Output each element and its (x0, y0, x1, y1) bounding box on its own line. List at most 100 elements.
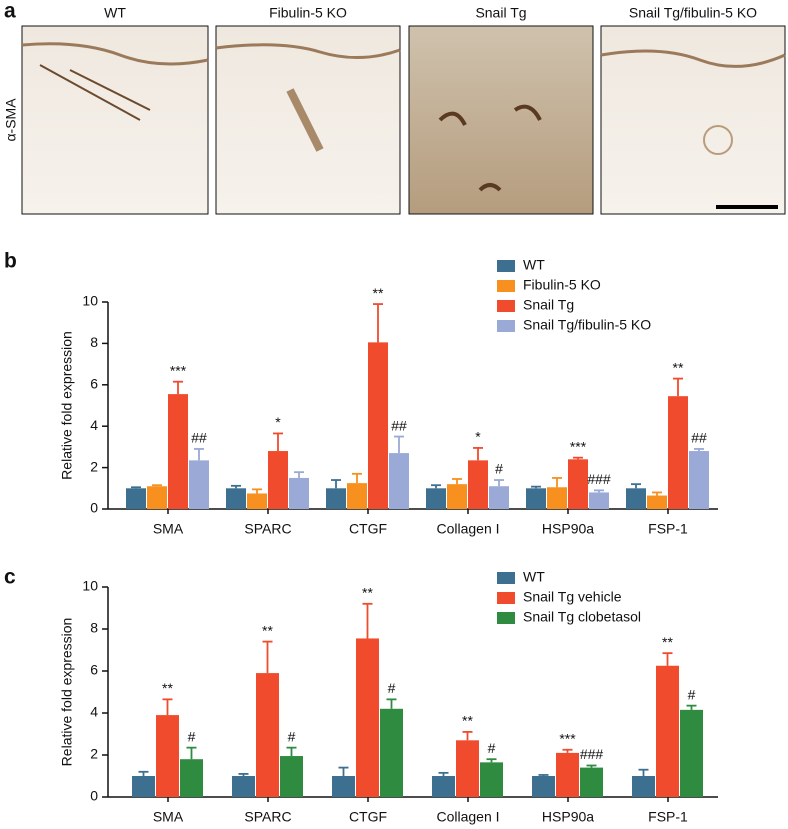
error-bar (486, 758, 497, 763)
error-bar (162, 698, 173, 716)
error-bar (252, 488, 262, 494)
bar (147, 486, 167, 509)
bar (568, 459, 588, 509)
significance-label: ** (362, 585, 373, 601)
y-tick-label: 0 (90, 788, 98, 804)
bar (480, 762, 503, 797)
micrograph (600, 25, 786, 215)
micrograph (21, 25, 209, 215)
bar (432, 776, 455, 797)
legend-swatch (497, 300, 515, 312)
bar (426, 488, 446, 509)
bar (189, 460, 209, 509)
significance-label: * (475, 429, 481, 445)
error-bar (686, 704, 697, 710)
error-bar (373, 303, 383, 343)
x-tick-label: CTGF (349, 521, 387, 537)
error-bar (331, 479, 341, 489)
error-bar (562, 748, 573, 753)
y-tick-label: 2 (90, 458, 98, 474)
error-bar (338, 766, 349, 776)
y-tick-label: 6 (90, 376, 98, 392)
bar (647, 495, 667, 509)
error-bar (438, 771, 449, 776)
significance-label: ** (262, 622, 273, 638)
bar (247, 493, 267, 509)
panel-label: a (4, 0, 16, 23)
bar (589, 492, 609, 509)
bar (380, 708, 403, 797)
legend-swatch (497, 592, 515, 604)
legend-swatch (497, 280, 515, 292)
x-tick-label: SMA (153, 521, 184, 537)
x-tick-label: SPARC (244, 521, 291, 537)
x-tick-label: Collagen I (436, 521, 499, 537)
significance-label: ** (373, 285, 384, 301)
bar (489, 486, 509, 509)
scale-bar (716, 205, 778, 209)
error-bar (473, 447, 483, 461)
bar (556, 752, 579, 797)
bar (689, 451, 709, 509)
error-bar (531, 485, 541, 489)
error-bar (452, 478, 462, 485)
significance-label: # (495, 461, 503, 477)
significance-label: ## (391, 417, 407, 433)
micrographs (21, 25, 786, 215)
error-bar (586, 764, 597, 768)
bar (226, 488, 246, 509)
error-bar (294, 471, 304, 478)
legend-label: Snail Tg vehicle (523, 589, 622, 605)
significance-label: ** (462, 713, 473, 729)
y-tick-label: 2 (90, 746, 98, 762)
error-bar (431, 484, 441, 489)
bar (332, 776, 355, 797)
bar (656, 665, 679, 797)
bar (368, 342, 388, 509)
bar (268, 451, 288, 509)
error-bar (394, 435, 404, 454)
legend-swatch (497, 612, 515, 624)
bar (532, 776, 555, 797)
y-tick-label: 8 (90, 620, 98, 636)
error-bar (138, 770, 149, 776)
error-bar (494, 479, 504, 487)
x-tick-label: FSP-1 (648, 809, 688, 825)
significance-label: # (188, 728, 196, 744)
error-bar (662, 652, 673, 666)
x-tick-label: CTGF (349, 809, 387, 825)
column-label: WT (104, 5, 126, 21)
significance-label: # (488, 740, 496, 756)
y-tick-label: 8 (90, 334, 98, 350)
bar (289, 477, 309, 509)
error-bar (538, 774, 549, 776)
error-bar (262, 640, 273, 674)
error-bar (638, 768, 649, 776)
bar (456, 740, 479, 797)
x-tick-label: SMA (153, 809, 184, 825)
error-bar (631, 483, 641, 489)
significance-label: * (275, 414, 281, 430)
bar (468, 460, 488, 509)
error-bar (573, 456, 583, 460)
significance-label: ### (580, 746, 604, 762)
bar (447, 484, 467, 509)
significance-label: *** (559, 730, 576, 746)
error-bar (131, 486, 141, 489)
significance-label: # (288, 728, 296, 744)
y-axis-label: Relative fold expression (59, 618, 75, 767)
error-bar (173, 380, 183, 395)
bar (632, 776, 655, 797)
error-bar (462, 731, 473, 741)
bar (126, 488, 146, 509)
legend-label: Snail Tg (523, 297, 574, 313)
significance-label: # (388, 680, 396, 696)
error-bar (352, 472, 362, 484)
significance-label: *** (170, 362, 187, 378)
column-label: Fibulin-5 KO (269, 5, 347, 21)
significance-label: ** (662, 634, 673, 650)
bar (232, 776, 255, 797)
bar (180, 759, 203, 797)
error-bar (231, 484, 241, 489)
x-tick-label: HSP90a (542, 521, 594, 537)
